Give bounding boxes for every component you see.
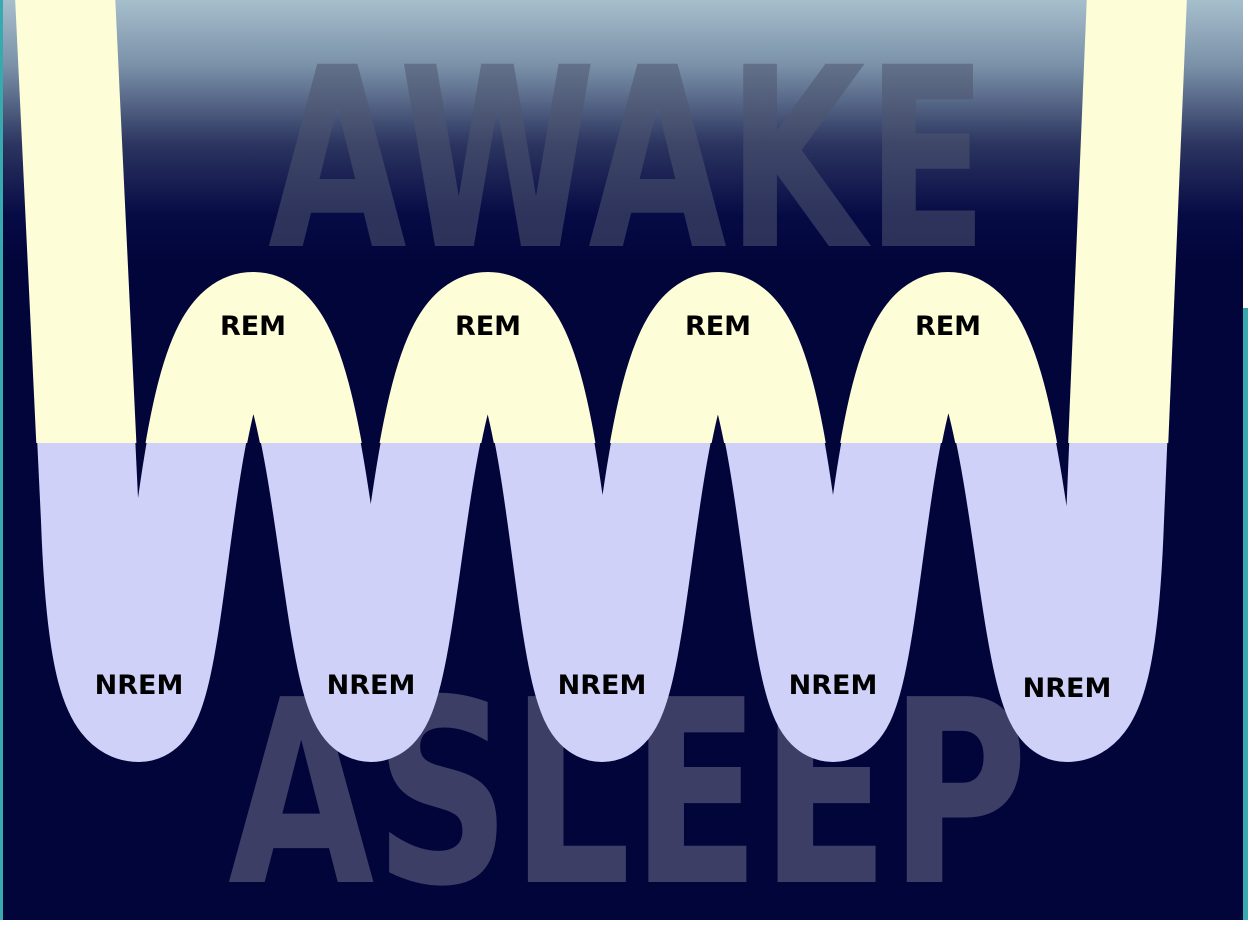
nrem-label: NREM bbox=[95, 670, 184, 701]
rem-labels: REM REM REM REM bbox=[220, 311, 981, 342]
nrem-label: NREM bbox=[327, 670, 416, 701]
teal-edge-right bbox=[1243, 308, 1248, 920]
rem-crests bbox=[15, 0, 1187, 443]
awake-watermark: AWAKE bbox=[268, 14, 988, 305]
rem-crests-group bbox=[15, 0, 1187, 443]
awake-sky bbox=[3, 0, 1243, 262]
teal-edge-left bbox=[0, 0, 3, 920]
nrem-troughs bbox=[37, 443, 1168, 762]
nrem-troughs-group bbox=[37, 443, 1168, 762]
nrem-label: NREM bbox=[789, 670, 878, 701]
nrem-label: NREM bbox=[558, 670, 647, 701]
bottom-strip bbox=[0, 920, 1248, 926]
nrem-label: NREM bbox=[1023, 673, 1112, 704]
nrem-labels: NREM NREM NREM NREM NREM bbox=[95, 670, 1112, 704]
rem-label: REM bbox=[220, 311, 286, 342]
rem-label: REM bbox=[915, 311, 981, 342]
rem-label: REM bbox=[685, 311, 751, 342]
rem-label: REM bbox=[455, 311, 521, 342]
